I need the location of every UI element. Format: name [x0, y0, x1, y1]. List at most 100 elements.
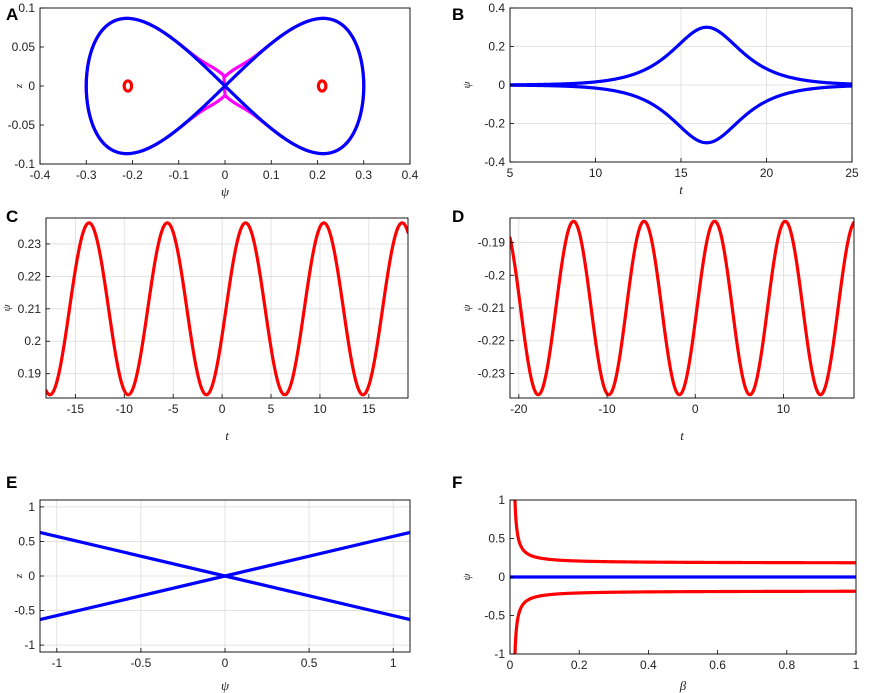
x-tick-label: 0.6 [709, 658, 726, 672]
y-tick-label: 0.2 [488, 40, 505, 54]
y-tick-label: 0 [28, 569, 35, 583]
x-tick-label: -0.5 [131, 656, 152, 670]
x-tick-label: -5 [168, 402, 179, 416]
y-tick-label: 1 [28, 500, 35, 514]
y-tick-label: 0.5 [488, 532, 505, 546]
series-group [510, 219, 854, 397]
series-line-2 [40, 530, 410, 622]
x-tick-label: 0.1 [263, 168, 280, 182]
y-axis-label: ψ [461, 304, 473, 311]
y-axis-label: ψ [461, 81, 473, 88]
panel-a: A -0.4 -0.3 -0.2 -0.1 0 0.1 0.2 0.3 0.4 -0.1 -0.05 0… [6, 1, 419, 199]
y-tick-label: -0.22 [478, 334, 506, 348]
panel-c: C -15 -10 -5 0 5 10 15 0.19 0.2 0.21 0.22 0.23 t ψ [1, 207, 409, 443]
x-axis-label: ψ [221, 184, 230, 199]
y-axis-label: ψ [461, 573, 473, 580]
y-tick-label: 0.23 [18, 237, 42, 251]
x-tick-label: 0.4 [640, 658, 657, 672]
x-tick-label: 0.3 [355, 168, 372, 182]
x-axis-label: ψ [221, 678, 230, 693]
x-axis-label: β [679, 678, 687, 693]
x-tick-label: 0.4 [402, 168, 419, 182]
y-tick-label: -0.5 [14, 604, 35, 618]
x-tick-label: 0 [219, 402, 226, 416]
y-tick-label: 0 [498, 570, 505, 584]
x-tick-label: 10 [589, 166, 603, 180]
series-line-1 [510, 25, 852, 87]
panel-letter: A [6, 5, 18, 24]
series-line-1 [513, 500, 856, 565]
panel-letter: C [6, 207, 18, 226]
panel-b: B 5 10 15 20 25 -0.4 -0.2 0 0.2 0.4 t ψ [452, 1, 859, 197]
y-tick-label: 0.4 [488, 1, 505, 15]
y-axis-label: ψ [1, 304, 13, 311]
y-tick-label: -0.5 [484, 609, 505, 623]
x-tick-label: 1 [853, 658, 860, 672]
x-tick-label: -20 [510, 402, 528, 416]
y-tick-label: 0.5 [18, 534, 35, 548]
plot-frame [45, 217, 409, 399]
x-tick-label: 10 [777, 402, 791, 416]
x-tick-label: -10 [116, 402, 134, 416]
x-tick-label: -1 [51, 656, 62, 670]
x-tick-label: 15 [674, 166, 688, 180]
y-tick-label: -0.2 [484, 117, 505, 131]
x-axis-label: t [225, 428, 229, 443]
x-tick-label: 1 [390, 656, 397, 670]
y-tick-label: -0.21 [478, 301, 506, 315]
y-tick-label: -0.05 [8, 118, 36, 132]
x-tick-label: 25 [845, 166, 859, 180]
panel-letter: E [6, 473, 17, 492]
panel-letter: D [452, 207, 464, 226]
y-tick-label: 0.2 [24, 334, 41, 348]
x-tick-label: 10 [313, 402, 327, 416]
y-tick-label: 0 [28, 79, 35, 93]
series-line-3 [316, 79, 328, 93]
series-group [510, 25, 852, 145]
y-tick-label: -0.4 [484, 155, 505, 169]
series-line-2 [84, 16, 366, 156]
x-tick-label: 5 [507, 166, 514, 180]
y-tick-label: 1 [498, 493, 505, 507]
y-tick-label: 0.1 [18, 1, 35, 15]
panel-letter: B [452, 5, 464, 24]
x-tick-label: -15 [67, 402, 85, 416]
y-tick-label: 0 [498, 78, 505, 92]
x-tick-label: -0.1 [168, 168, 189, 182]
series-group [510, 500, 856, 654]
x-tick-label: -0.3 [76, 168, 97, 182]
panel-d: D -20 -10 0 10 -0.23 -0.22 -0.21 -0.2 -0.19 t ψ [452, 207, 855, 443]
y-tick-label: 0.22 [18, 269, 42, 283]
x-axis-label: t [679, 182, 683, 197]
series-line-2 [513, 589, 856, 654]
series-group [84, 16, 366, 156]
series-line-2 [510, 83, 852, 145]
panel-e: E -1 -0.5 0 0.5 1 -1 -0.5 0 0.5 1 ψ z [6, 473, 411, 693]
x-tick-label: 0 [692, 402, 699, 416]
x-axis-label: t [680, 428, 684, 443]
x-tick-label: 0.5 [301, 656, 318, 670]
y-tick-label: -1 [494, 647, 505, 661]
series-line-3 [122, 79, 134, 93]
x-tick-label: 0.2 [309, 168, 326, 182]
y-tick-label: -1 [24, 638, 35, 652]
x-tick-label: 15 [362, 402, 376, 416]
y-tick-label: 0.19 [18, 367, 42, 381]
y-tick-label: -0.1 [14, 157, 35, 171]
x-tick-label: 0 [222, 168, 229, 182]
y-tick-label: 0.21 [18, 302, 42, 316]
x-tick-label: -10 [598, 402, 616, 416]
panel-letter: F [452, 473, 462, 492]
x-tick-label: -0.4 [30, 168, 51, 182]
series-group [40, 530, 410, 622]
x-tick-label: 0.2 [571, 658, 588, 672]
y-tick-label: -0.23 [478, 366, 506, 380]
x-tick-label: 5 [268, 402, 275, 416]
y-axis-label: z [13, 83, 25, 89]
series-group [46, 221, 408, 397]
y-tick-label: -0.2 [484, 268, 505, 282]
y-axis-label: z [13, 573, 25, 579]
series-line-1 [46, 221, 408, 397]
series-line-1 [510, 219, 854, 397]
